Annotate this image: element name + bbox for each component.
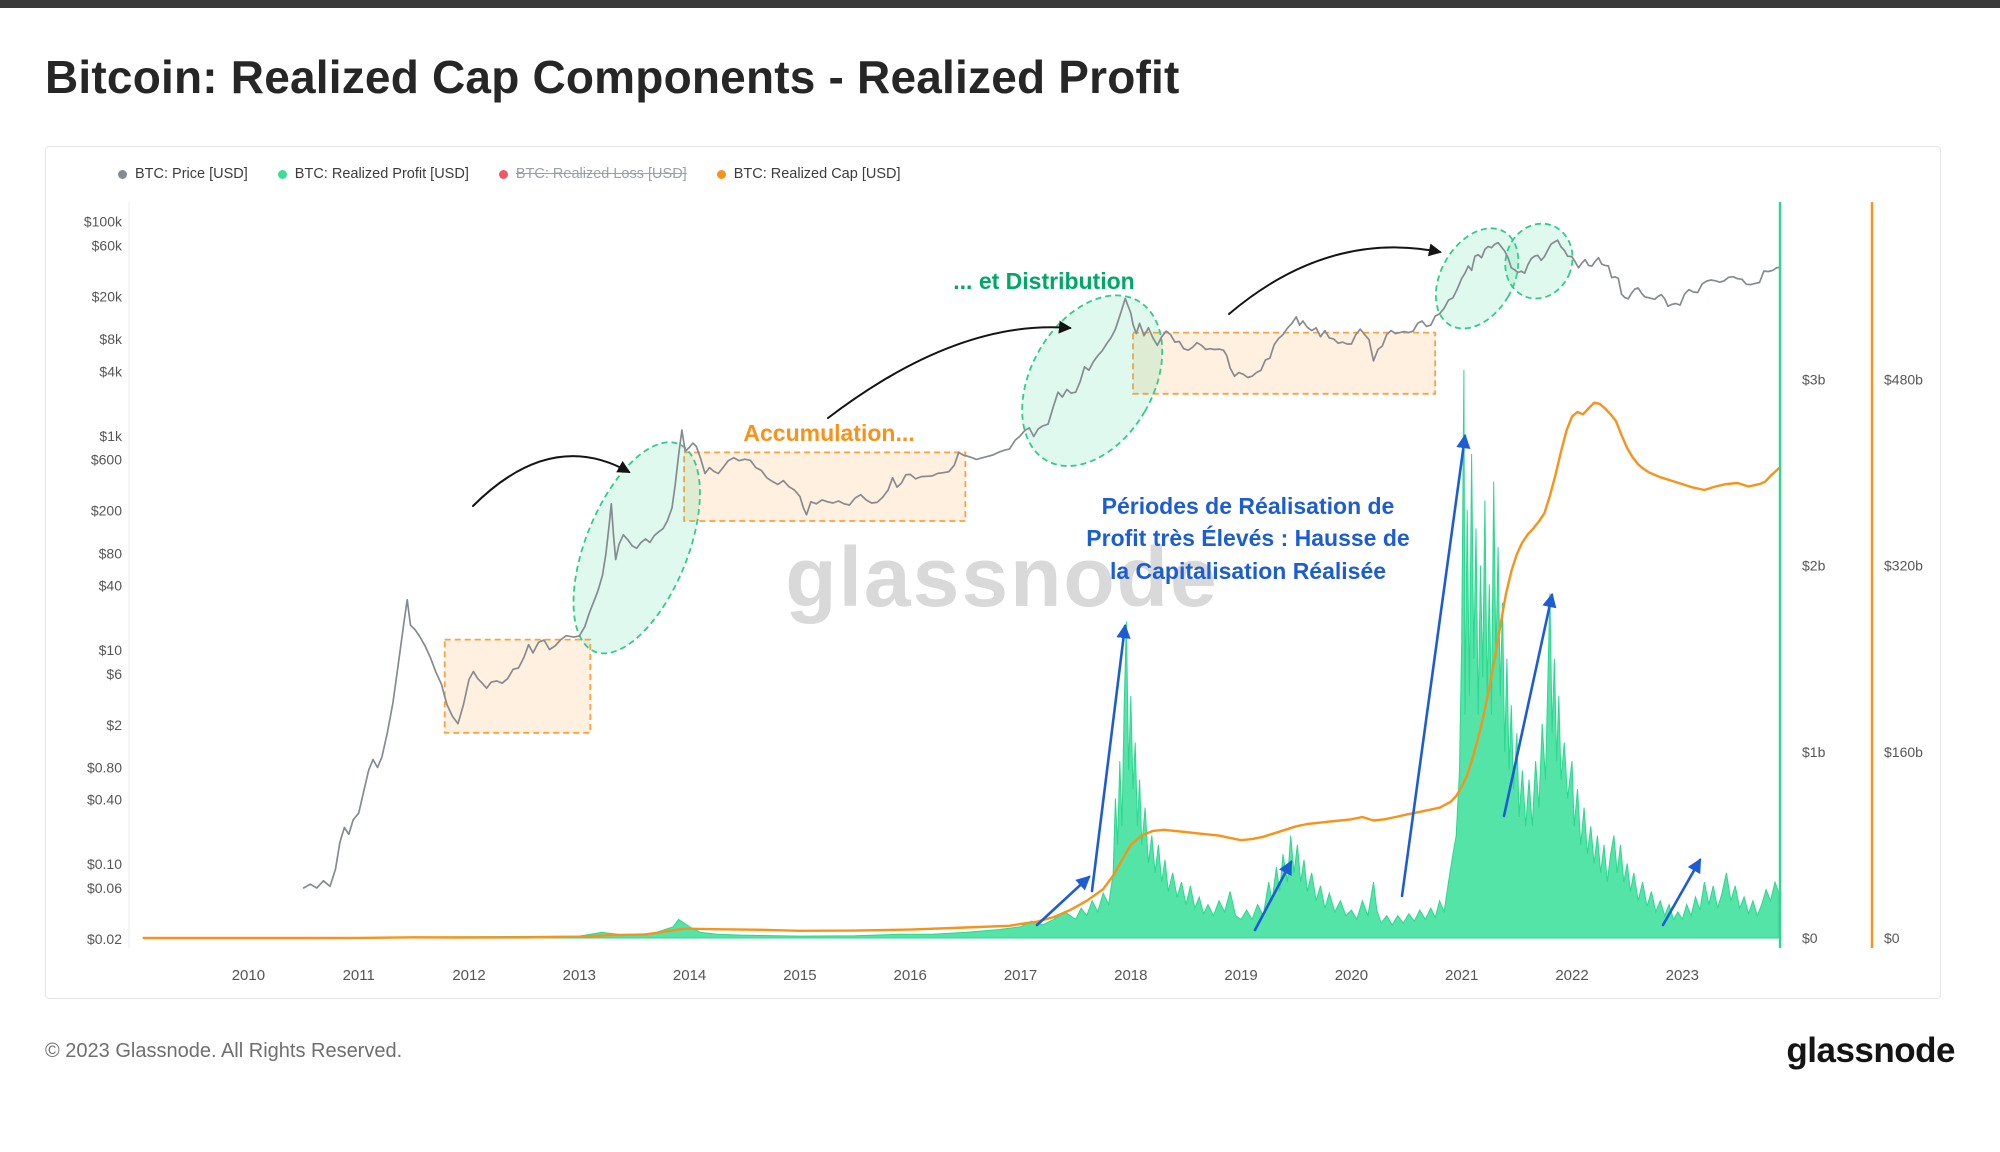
profit-axis-label: $0 bbox=[1802, 930, 1818, 946]
price-axis-label: $0.80 bbox=[87, 760, 122, 776]
year-axis-label: 2011 bbox=[343, 967, 375, 984]
price-axis-label: $0.40 bbox=[87, 792, 122, 808]
price-axis-label: $200 bbox=[91, 503, 122, 519]
legend-label-realized-cap: BTC: Realized Cap [USD] bbox=[733, 166, 901, 182]
watermark-text: glassnode bbox=[785, 530, 1218, 624]
chart-svg[interactable]: glassnode $100k $60k $20k $8k $4k $1k $600 $200 $… bbox=[46, 188, 1940, 998]
profit-arrow-blue bbox=[1400, 433, 1471, 898]
price-axis-label: $1k bbox=[99, 428, 123, 444]
year-axis-label: 2019 bbox=[1224, 967, 1257, 984]
price-axis-label: $100k bbox=[84, 214, 123, 230]
realized-cap-line bbox=[142, 401, 1781, 940]
annotation-text: ... et Distribution bbox=[953, 268, 1134, 294]
distribution-ellipse bbox=[1434, 227, 1520, 330]
legend-item-price[interactable]: BTC: Price [USD] bbox=[118, 166, 248, 182]
realized-profit-area bbox=[303, 370, 1779, 939]
realized-loss-dot-icon bbox=[498, 169, 508, 179]
legend-label-realized-loss: BTC: Realized Loss [USD] bbox=[515, 166, 687, 182]
price-axis-label: $0.06 bbox=[87, 880, 122, 896]
profit-axis-label: $1b bbox=[1802, 744, 1826, 760]
price-axis-label: $60k bbox=[92, 237, 123, 253]
realized-cap-dot-icon bbox=[716, 169, 726, 179]
year-axis-label: 2013 bbox=[563, 967, 596, 984]
cap-axis-label: $320b bbox=[1884, 558, 1923, 574]
page-footer: © 2023 Glassnode. All Rights Reserved. g… bbox=[45, 1031, 1955, 1071]
price-axis-label: $0.02 bbox=[87, 931, 122, 947]
window-top-bar bbox=[0, 0, 2000, 8]
price-axis-label: $0.10 bbox=[87, 856, 122, 872]
year-axis-label: 2014 bbox=[673, 967, 706, 984]
cap-axis-label: $480b bbox=[1884, 371, 1923, 387]
chart-card: BTC: Price [USD] BTC: Realized Profit [U… bbox=[45, 146, 1941, 999]
year-axis-label: 2015 bbox=[783, 967, 816, 984]
legend-item-realized-profit[interactable]: BTC: Realized Profit [USD] bbox=[277, 166, 469, 182]
trend-arrow-black bbox=[1228, 243, 1442, 315]
year-axis-label: 2023 bbox=[1666, 967, 1699, 984]
accumulation-box bbox=[683, 451, 967, 522]
distribution-ellipse bbox=[1021, 294, 1164, 467]
year-axis-label: 2020 bbox=[1335, 967, 1368, 984]
page: Bitcoin: Realized Cap Components - Reali… bbox=[0, 0, 2000, 1071]
trend-arrow-black bbox=[827, 320, 1072, 419]
profit-arrow-blue bbox=[1661, 858, 1702, 927]
price-axis-label: $4k bbox=[99, 363, 123, 379]
price-axis-label: $10 bbox=[99, 642, 123, 658]
accumulation-box bbox=[443, 638, 592, 734]
annotation-text: Profit très Élevés : Hausse de bbox=[1086, 524, 1409, 551]
distribution-ellipse bbox=[1504, 222, 1574, 300]
cap-axis-label: $160b bbox=[1884, 744, 1923, 760]
year-axis-label: 2022 bbox=[1555, 967, 1588, 984]
profit-arrow-blue bbox=[1253, 860, 1293, 932]
cap-axis-label: $0 bbox=[1884, 930, 1900, 946]
legend-label-price: BTC: Price [USD] bbox=[135, 166, 248, 182]
year-axis-label: 2010 bbox=[232, 967, 265, 984]
annotation-text: Accumulation... bbox=[743, 420, 914, 446]
price-axis-label: $40 bbox=[99, 578, 123, 594]
price-axis-label: $8k bbox=[99, 331, 123, 347]
profit-axis-label: $3b bbox=[1802, 371, 1826, 387]
year-axis-label: 2016 bbox=[894, 967, 927, 984]
price-line bbox=[302, 239, 1781, 889]
year-axis-label: 2018 bbox=[1114, 967, 1147, 984]
year-axis-label: 2021 bbox=[1445, 967, 1478, 984]
year-axis-label: 2017 bbox=[1004, 967, 1037, 984]
profit-axis-label: $2b bbox=[1802, 558, 1826, 574]
legend-label-realized-profit: BTC: Realized Profit [USD] bbox=[294, 166, 469, 182]
glassnode-logo: glassnode bbox=[1786, 1031, 1955, 1070]
price-axis-label: $20k bbox=[92, 289, 123, 305]
price-axis-label: $600 bbox=[91, 452, 122, 468]
trend-arrow-black bbox=[472, 455, 631, 507]
price-series-dot-icon bbox=[118, 169, 127, 179]
profit-arrow-blue bbox=[1035, 875, 1091, 927]
year-axis-label: 2012 bbox=[452, 967, 485, 984]
price-axis-label: $80 bbox=[99, 545, 123, 561]
copyright-text: © 2023 Glassnode. All Rights Reserved. bbox=[45, 1039, 403, 1062]
realized-profit-dot-icon bbox=[277, 169, 287, 179]
annotation-text: la Capitalisation Réalisée bbox=[1110, 558, 1386, 584]
legend-item-realized-loss[interactable]: BTC: Realized Loss [USD] bbox=[498, 166, 687, 182]
accumulation-box bbox=[1132, 331, 1437, 395]
profit-arrow-blue bbox=[1090, 623, 1131, 893]
annotation-text: Périodes de Réalisation de bbox=[1102, 493, 1395, 519]
chart-legend: BTC: Price [USD] BTC: Realized Profit [U… bbox=[118, 160, 1940, 188]
price-axis-label: $6 bbox=[106, 666, 122, 682]
price-axis-label: $2 bbox=[106, 717, 122, 733]
legend-item-realized-cap[interactable]: BTC: Realized Cap [USD] bbox=[716, 166, 901, 182]
profit-arrow-blue bbox=[1502, 592, 1557, 818]
page-title: Bitcoin: Realized Cap Components - Reali… bbox=[45, 51, 1180, 103]
